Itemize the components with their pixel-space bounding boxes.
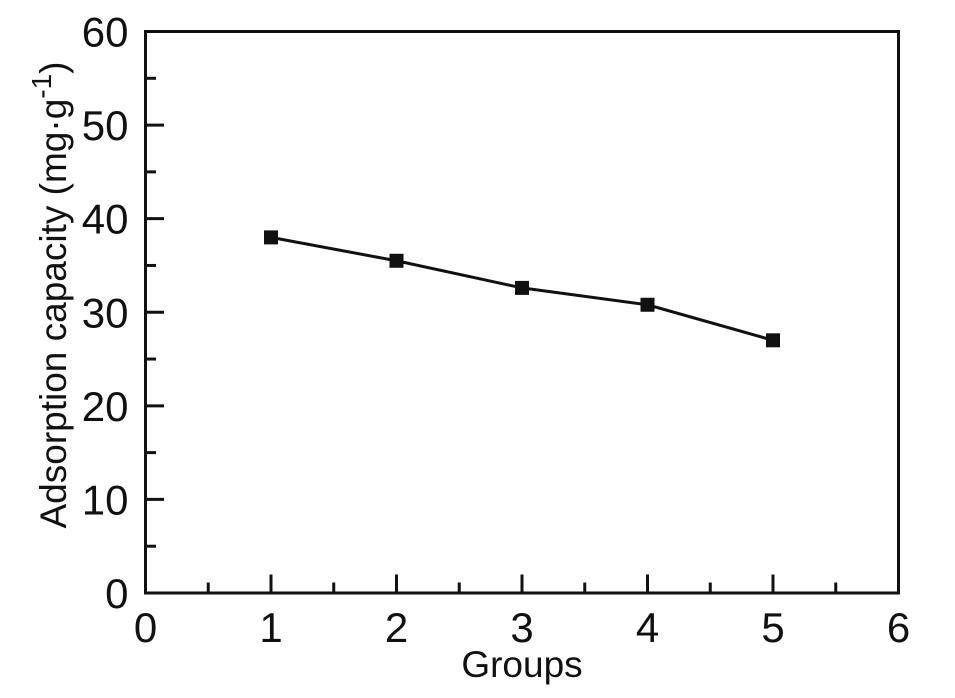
- y-tick-label: 50: [82, 102, 129, 149]
- y-tick-label: 60: [82, 9, 129, 56]
- y-tick-label: 30: [82, 289, 129, 336]
- y-tick-label: 10: [82, 476, 129, 523]
- x-tick-label: 6: [887, 604, 910, 651]
- data-point-marker: [264, 230, 278, 245]
- x-tick-label: 2: [385, 604, 408, 651]
- x-axis: 0 1 2 3 4 5 6: [134, 574, 910, 651]
- x-tick-label: 0: [134, 604, 157, 651]
- y-tick-label: 20: [82, 383, 129, 430]
- data-point-marker: [389, 253, 404, 268]
- x-tick-label: 3: [510, 604, 533, 651]
- y-axis: 0 10 20 30 40 50 60: [82, 9, 164, 617]
- y-tick-label: 0: [105, 570, 128, 617]
- plot-frame: [144, 30, 900, 595]
- data-point-marker: [640, 297, 655, 312]
- x-tick-label: 4: [636, 604, 659, 651]
- data-series: [264, 230, 780, 348]
- x-axis-title: Groups: [461, 644, 582, 685]
- data-point-marker: [766, 333, 780, 348]
- y-axis-title: Adsorption capacity (mg·g-1): [26, 61, 74, 528]
- data-point-marker: [515, 280, 529, 295]
- x-tick-label: 5: [761, 604, 784, 651]
- y-tick-label: 40: [82, 196, 129, 243]
- x-tick-label: 1: [259, 604, 282, 651]
